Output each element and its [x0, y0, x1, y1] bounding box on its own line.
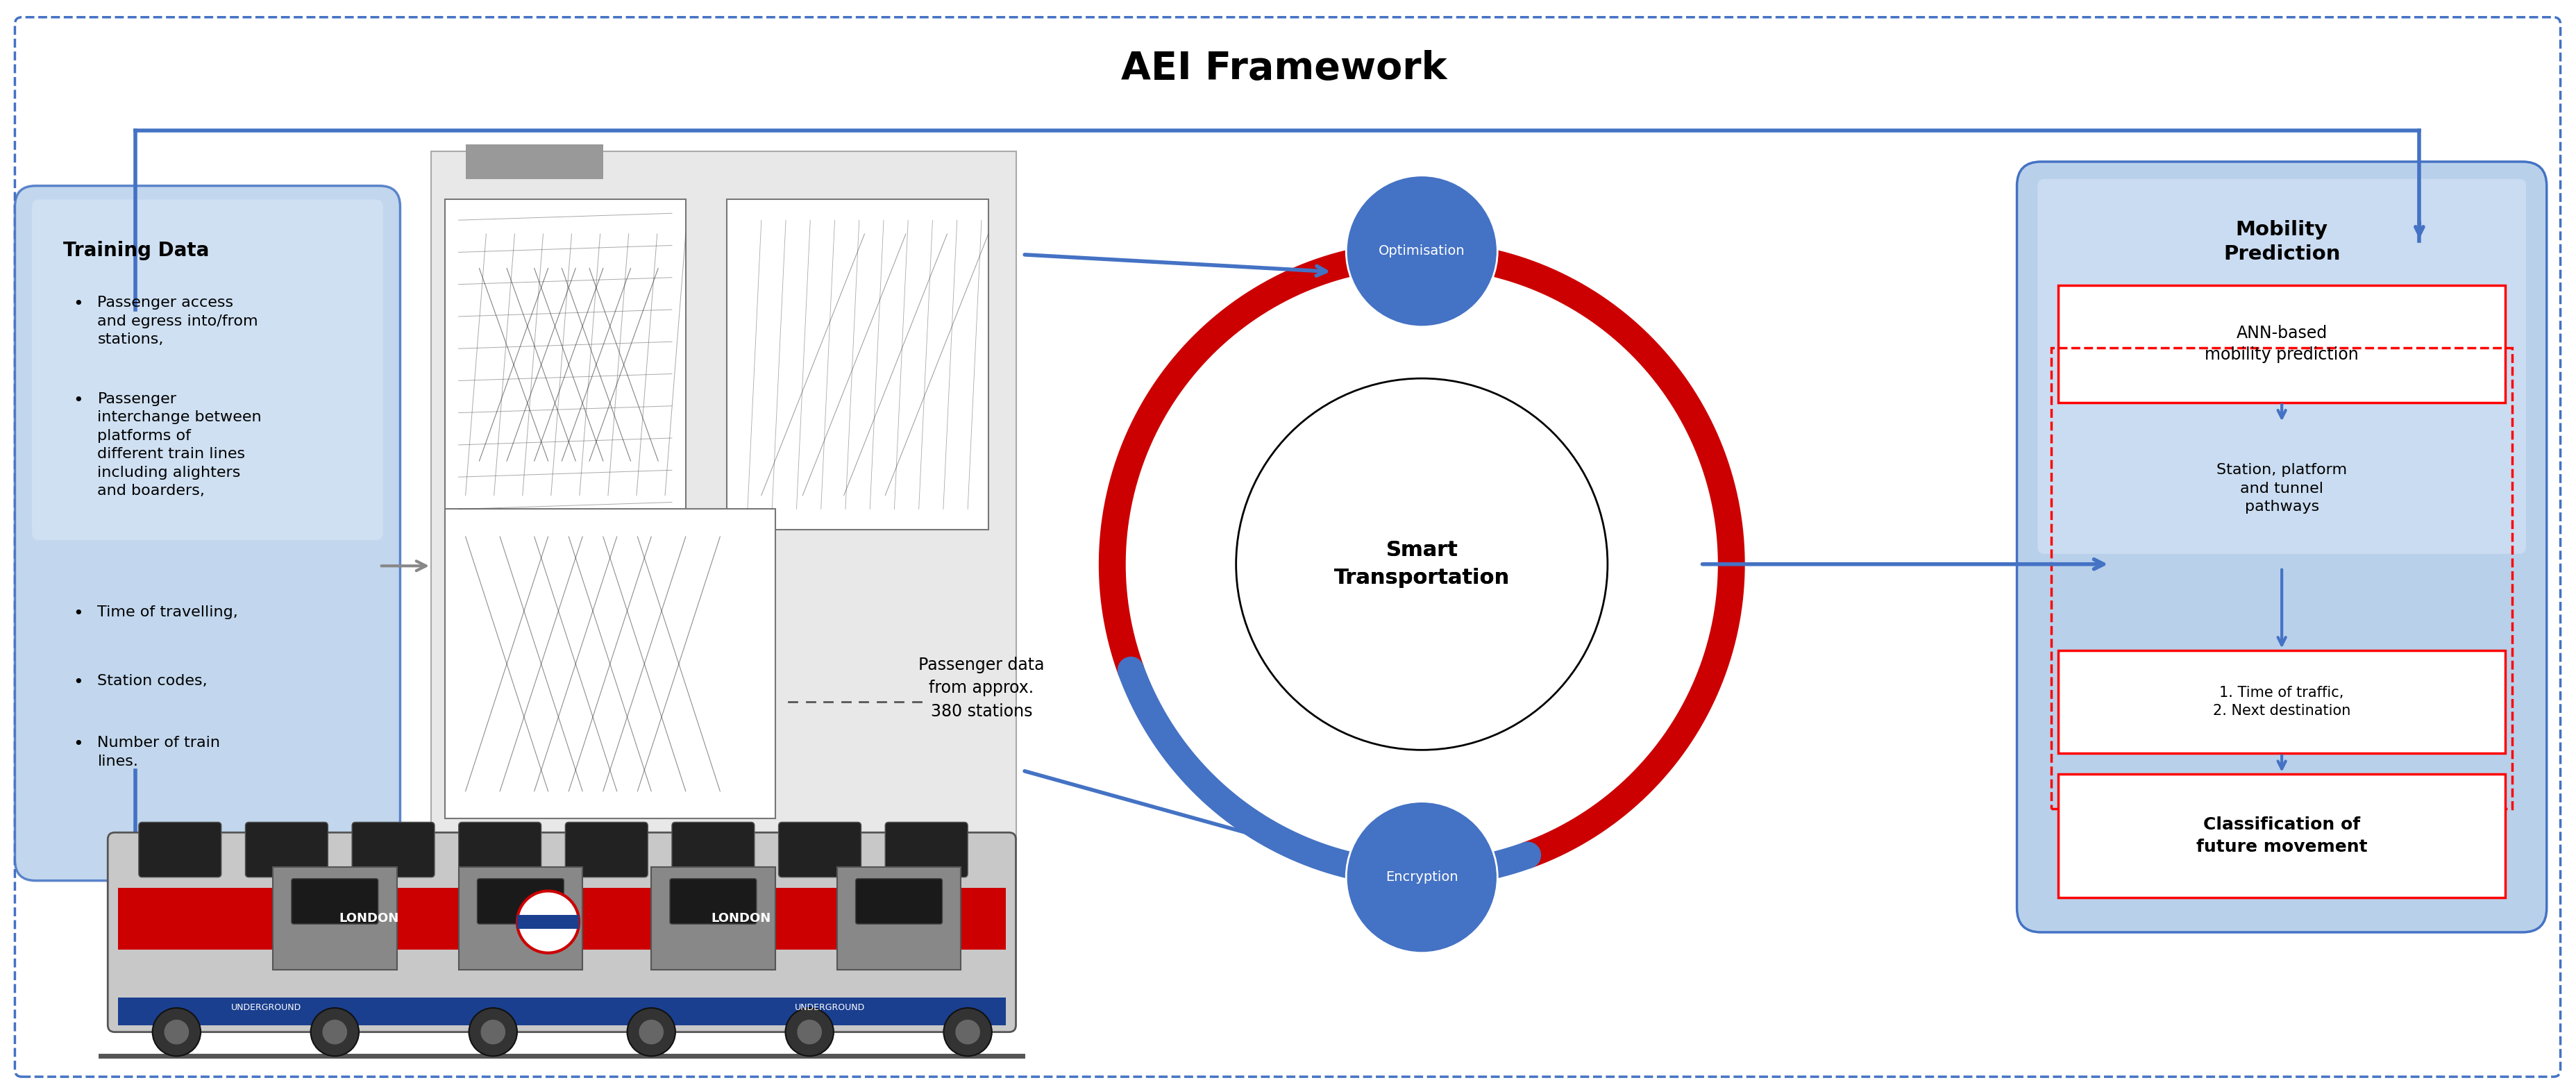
Text: •: • [72, 737, 82, 753]
FancyBboxPatch shape [446, 200, 685, 529]
Text: Number of train
lines.: Number of train lines. [98, 737, 222, 768]
Text: UNDERGROUND: UNDERGROUND [796, 1004, 866, 1012]
Text: Smart
Transportation: Smart Transportation [1334, 540, 1510, 588]
Text: ANN-based
mobility prediction: ANN-based mobility prediction [2205, 324, 2360, 363]
Text: •: • [72, 296, 82, 312]
Text: Station codes,: Station codes, [98, 674, 209, 688]
Circle shape [626, 1008, 675, 1056]
FancyBboxPatch shape [353, 822, 435, 877]
Text: Passenger data
from approx.
380 stations: Passenger data from approx. 380 stations [920, 656, 1043, 719]
FancyBboxPatch shape [855, 879, 943, 924]
Circle shape [943, 1008, 992, 1056]
Text: Training Data: Training Data [62, 241, 209, 260]
Circle shape [1236, 379, 1607, 750]
Text: Smart
Transportation: Smart Transportation [1334, 540, 1510, 588]
Text: Station, platform
and tunnel
pathways: Station, platform and tunnel pathways [2215, 463, 2347, 514]
FancyBboxPatch shape [245, 822, 327, 877]
FancyBboxPatch shape [118, 888, 1005, 949]
Text: •: • [72, 392, 82, 409]
FancyBboxPatch shape [672, 822, 755, 877]
Text: Classification of
future movement: Classification of future movement [2197, 817, 2367, 855]
FancyBboxPatch shape [430, 152, 1015, 840]
FancyBboxPatch shape [118, 997, 1005, 1025]
FancyBboxPatch shape [518, 915, 580, 929]
FancyBboxPatch shape [459, 822, 541, 877]
Text: •: • [72, 605, 82, 622]
FancyBboxPatch shape [564, 822, 647, 877]
Text: Optimisation: Optimisation [1378, 244, 1466, 258]
Circle shape [956, 1020, 979, 1045]
Circle shape [786, 1008, 835, 1056]
Circle shape [1347, 176, 1497, 327]
FancyBboxPatch shape [670, 879, 757, 924]
FancyBboxPatch shape [477, 879, 564, 924]
Circle shape [518, 891, 580, 953]
FancyBboxPatch shape [108, 832, 1015, 1032]
FancyBboxPatch shape [446, 509, 775, 819]
Circle shape [1236, 379, 1607, 750]
FancyBboxPatch shape [726, 200, 989, 529]
Text: LONDON: LONDON [711, 912, 770, 924]
Circle shape [152, 1008, 201, 1056]
FancyBboxPatch shape [291, 879, 379, 924]
Text: 1. Time of traffic,
2. Next destination: 1. Time of traffic, 2. Next destination [2213, 686, 2352, 718]
Circle shape [639, 1020, 665, 1045]
FancyBboxPatch shape [466, 144, 603, 179]
Text: UNDERGROUND: UNDERGROUND [232, 1004, 301, 1012]
Text: Mobility
Prediction: Mobility Prediction [2223, 220, 2339, 264]
Circle shape [469, 1008, 518, 1056]
Circle shape [312, 1008, 358, 1056]
Text: Passenger
interchange between
platforms of
different train lines
including aligh: Passenger interchange between platforms … [98, 392, 263, 498]
FancyBboxPatch shape [273, 867, 397, 970]
FancyBboxPatch shape [778, 822, 860, 877]
Circle shape [1347, 802, 1497, 953]
FancyBboxPatch shape [15, 186, 399, 881]
FancyBboxPatch shape [837, 867, 961, 970]
FancyBboxPatch shape [652, 867, 775, 970]
Circle shape [322, 1020, 348, 1045]
Text: LONDON: LONDON [340, 912, 399, 924]
FancyBboxPatch shape [459, 867, 582, 970]
Circle shape [165, 1020, 188, 1045]
FancyBboxPatch shape [139, 822, 222, 877]
Text: Time of travelling,: Time of travelling, [98, 605, 237, 620]
FancyBboxPatch shape [2038, 179, 2527, 553]
Circle shape [1149, 293, 1692, 835]
FancyBboxPatch shape [2058, 285, 2506, 403]
FancyBboxPatch shape [886, 822, 969, 877]
Text: •: • [72, 674, 82, 691]
FancyBboxPatch shape [2058, 650, 2506, 753]
FancyBboxPatch shape [31, 200, 384, 540]
Text: Passenger access
and egress into/from
stations,: Passenger access and egress into/from st… [98, 296, 258, 346]
Text: AEI Framework: AEI Framework [1121, 50, 1448, 88]
Circle shape [482, 1020, 505, 1045]
FancyBboxPatch shape [2017, 162, 2548, 932]
Circle shape [796, 1020, 822, 1045]
Text: Encryption: Encryption [1386, 870, 1458, 884]
FancyBboxPatch shape [2058, 774, 2506, 898]
